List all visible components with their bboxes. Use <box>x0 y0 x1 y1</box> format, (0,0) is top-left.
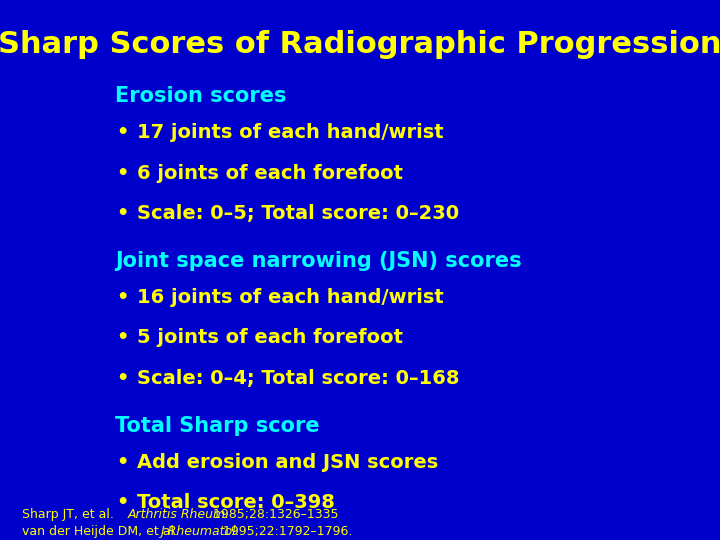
Text: J Rheumatol.: J Rheumatol. <box>160 525 240 538</box>
Text: •: • <box>116 164 128 183</box>
Text: •: • <box>116 453 128 471</box>
Text: •: • <box>116 493 128 512</box>
Text: 1985;28:1326–1335: 1985;28:1326–1335 <box>209 508 338 521</box>
Text: Erosion scores: Erosion scores <box>115 86 287 106</box>
Text: 1995;22:1792–1796.: 1995;22:1792–1796. <box>219 525 352 538</box>
Text: 17 joints of each hand/wrist: 17 joints of each hand/wrist <box>137 123 444 142</box>
Text: •: • <box>116 328 128 347</box>
Text: 5 joints of each forefoot: 5 joints of each forefoot <box>137 328 402 347</box>
Text: van der Heijde DM, et al.: van der Heijde DM, et al. <box>22 525 181 538</box>
Text: Total Sharp score: Total Sharp score <box>115 416 320 436</box>
Text: Sharp Scores of Radiographic Progression: Sharp Scores of Radiographic Progression <box>0 30 720 59</box>
Text: Total score: 0–398: Total score: 0–398 <box>137 493 335 512</box>
Text: Arthritis Rheum.: Arthritis Rheum. <box>128 508 230 521</box>
Text: Scale: 0–5; Total score: 0–230: Scale: 0–5; Total score: 0–230 <box>137 204 459 223</box>
Text: 6 joints of each forefoot: 6 joints of each forefoot <box>137 164 402 183</box>
Text: 16 joints of each hand/wrist: 16 joints of each hand/wrist <box>137 288 444 307</box>
Text: Joint space narrowing (JSN) scores: Joint space narrowing (JSN) scores <box>115 251 522 271</box>
Text: •: • <box>116 369 128 388</box>
Text: •: • <box>116 288 128 307</box>
Text: •: • <box>116 204 128 223</box>
Text: •: • <box>116 123 128 142</box>
Text: Add erosion and JSN scores: Add erosion and JSN scores <box>137 453 438 471</box>
Text: Scale: 0–4; Total score: 0–168: Scale: 0–4; Total score: 0–168 <box>137 369 459 388</box>
Text: Sharp JT, et al.: Sharp JT, et al. <box>22 508 117 521</box>
